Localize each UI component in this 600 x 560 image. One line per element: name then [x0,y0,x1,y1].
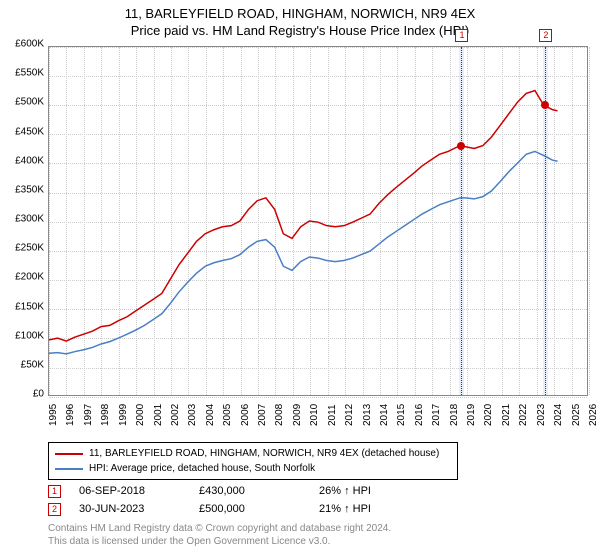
y-tick-label: £300K [15,214,44,225]
x-tick-label: 1995 [48,404,59,426]
footer: Contains HM Land Registry data © Crown c… [48,522,391,548]
legend-text-1: 11, BARLEYFIELD ROAD, HINGHAM, NORWICH, … [89,448,439,459]
sale-date-1: 06-SEP-2018 [79,485,199,497]
x-tick-label: 2022 [518,404,529,426]
legend-text-2: HPI: Average price, detached house, Sout… [89,463,315,474]
y-tick-label: £350K [15,184,44,195]
x-tick-label: 2006 [240,404,251,426]
x-tick-label: 2013 [362,404,373,426]
x-tick-label: 2026 [588,404,599,426]
x-tick-label: 2000 [135,404,146,426]
x-tick-label: 2024 [553,404,564,426]
y-tick-label: £0 [33,389,44,400]
y-tick-label: £500K [15,97,44,108]
x-tick-label: 2004 [205,404,216,426]
x-tick-label: 2011 [327,404,338,426]
series-line [49,151,558,353]
series-line [49,90,558,341]
x-tick-label: 2020 [483,404,494,426]
marker-dot [457,142,465,150]
x-tick-label: 2001 [153,404,164,426]
sales-table: 1 06-SEP-2018 £430,000 26% ↑ HPI 2 30-JU… [48,482,588,518]
chart-title-line2: Price paid vs. HM Land Registry's House … [0,23,600,40]
footer-line-1: Contains HM Land Registry data © Crown c… [48,522,391,535]
legend-row-2: HPI: Average price, detached house, Sout… [55,461,451,476]
x-tick-label: 2023 [536,404,547,426]
x-tick-label: 2009 [292,404,303,426]
marker-vline [461,47,462,395]
legend-swatch-2 [55,468,83,470]
x-tick-label: 1997 [83,404,94,426]
sale-delta-2: 21% ↑ HPI [319,503,409,515]
y-axis: £0£50K£100K£150K£200K£250K£300K£350K£400… [0,44,48,394]
marker-box: 2 [539,29,552,42]
x-tick-label: 1996 [65,404,76,426]
sales-row-2: 2 30-JUN-2023 £500,000 21% ↑ HPI [48,500,588,518]
x-tick-label: 2019 [466,404,477,426]
marker-box: 1 [455,29,468,42]
x-tick-label: 2017 [431,404,442,426]
y-tick-label: £150K [15,301,44,312]
x-tick-label: 2005 [222,404,233,426]
x-tick-label: 2015 [396,404,407,426]
marker-dot [541,101,549,109]
chart-title-line1: 11, BARLEYFIELD ROAD, HINGHAM, NORWICH, … [0,6,600,23]
x-tick-label: 2002 [170,404,181,426]
sale-price-1: £430,000 [199,485,319,497]
x-axis: 1995 1996 1997 1998 1999 2000 2001 2002 2003 2004… [48,398,588,438]
marker-vline [545,47,546,395]
chart-container: 11, BARLEYFIELD ROAD, HINGHAM, NORWICH, … [0,0,600,560]
sales-row-1: 1 06-SEP-2018 £430,000 26% ↑ HPI [48,482,588,500]
x-tick-label: 2012 [344,404,355,426]
legend-row-1: 11, BARLEYFIELD ROAD, HINGHAM, NORWICH, … [55,446,451,461]
legend: 11, BARLEYFIELD ROAD, HINGHAM, NORWICH, … [48,442,458,480]
y-tick-label: £400K [15,155,44,166]
x-tick-label: 2016 [414,404,425,426]
x-tick-label: 2010 [309,404,320,426]
x-tick-label: 2003 [187,404,198,426]
y-tick-label: £600K [15,39,44,50]
y-tick-label: £550K [15,68,44,79]
sale-price-2: £500,000 [199,503,319,515]
sale-marker-box-2: 2 [48,503,61,516]
x-tick-label: 2007 [257,404,268,426]
chart-lines-svg [49,47,587,395]
title-block: 11, BARLEYFIELD ROAD, HINGHAM, NORWICH, … [0,0,600,42]
y-tick-label: £100K [15,330,44,341]
y-tick-label: £200K [15,272,44,283]
x-tick-label: 2014 [379,404,390,426]
y-tick-label: £250K [15,243,44,254]
gridline-v [589,47,590,395]
footer-line-2: This data is licensed under the Open Gov… [48,535,391,548]
x-tick-label: 1998 [100,404,111,426]
y-tick-label: £450K [15,126,44,137]
x-tick-label: 2025 [571,404,582,426]
x-tick-label: 1999 [118,404,129,426]
legend-swatch-1 [55,453,83,455]
x-tick-label: 2008 [274,404,285,426]
sale-delta-1: 26% ↑ HPI [319,485,409,497]
x-tick-label: 2021 [501,404,512,426]
plot-area: 12 [48,46,588,396]
sale-date-2: 30-JUN-2023 [79,503,199,515]
x-tick-label: 2018 [449,404,460,426]
sale-marker-box-1: 1 [48,485,61,498]
y-tick-label: £50K [21,359,44,370]
